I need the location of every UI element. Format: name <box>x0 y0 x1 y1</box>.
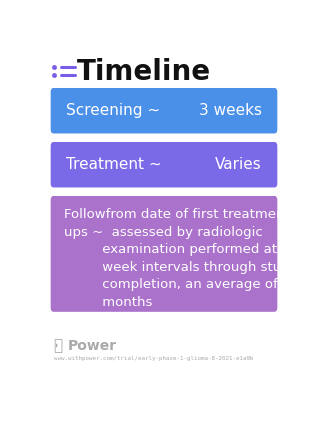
FancyBboxPatch shape <box>51 142 277 187</box>
Text: Power: Power <box>67 339 116 352</box>
Text: ␧: ␧ <box>54 338 63 353</box>
Text: Treatment ~: Treatment ~ <box>66 157 162 172</box>
Text: Varies: Varies <box>215 157 262 172</box>
FancyBboxPatch shape <box>51 88 277 133</box>
Text: Screening ~: Screening ~ <box>66 103 160 118</box>
FancyBboxPatch shape <box>51 196 277 312</box>
Text: 3 weeks: 3 weeks <box>199 103 262 118</box>
Text: Followfrom date of first treatment,
ups ~  assessed by radiologic
         exami: Followfrom date of first treatment, ups … <box>64 208 297 309</box>
Text: www.withpower.com/trial/early-phase-1-glioma-8-2021-e1a9b: www.withpower.com/trial/early-phase-1-gl… <box>54 356 253 361</box>
Text: Timeline: Timeline <box>77 58 211 86</box>
